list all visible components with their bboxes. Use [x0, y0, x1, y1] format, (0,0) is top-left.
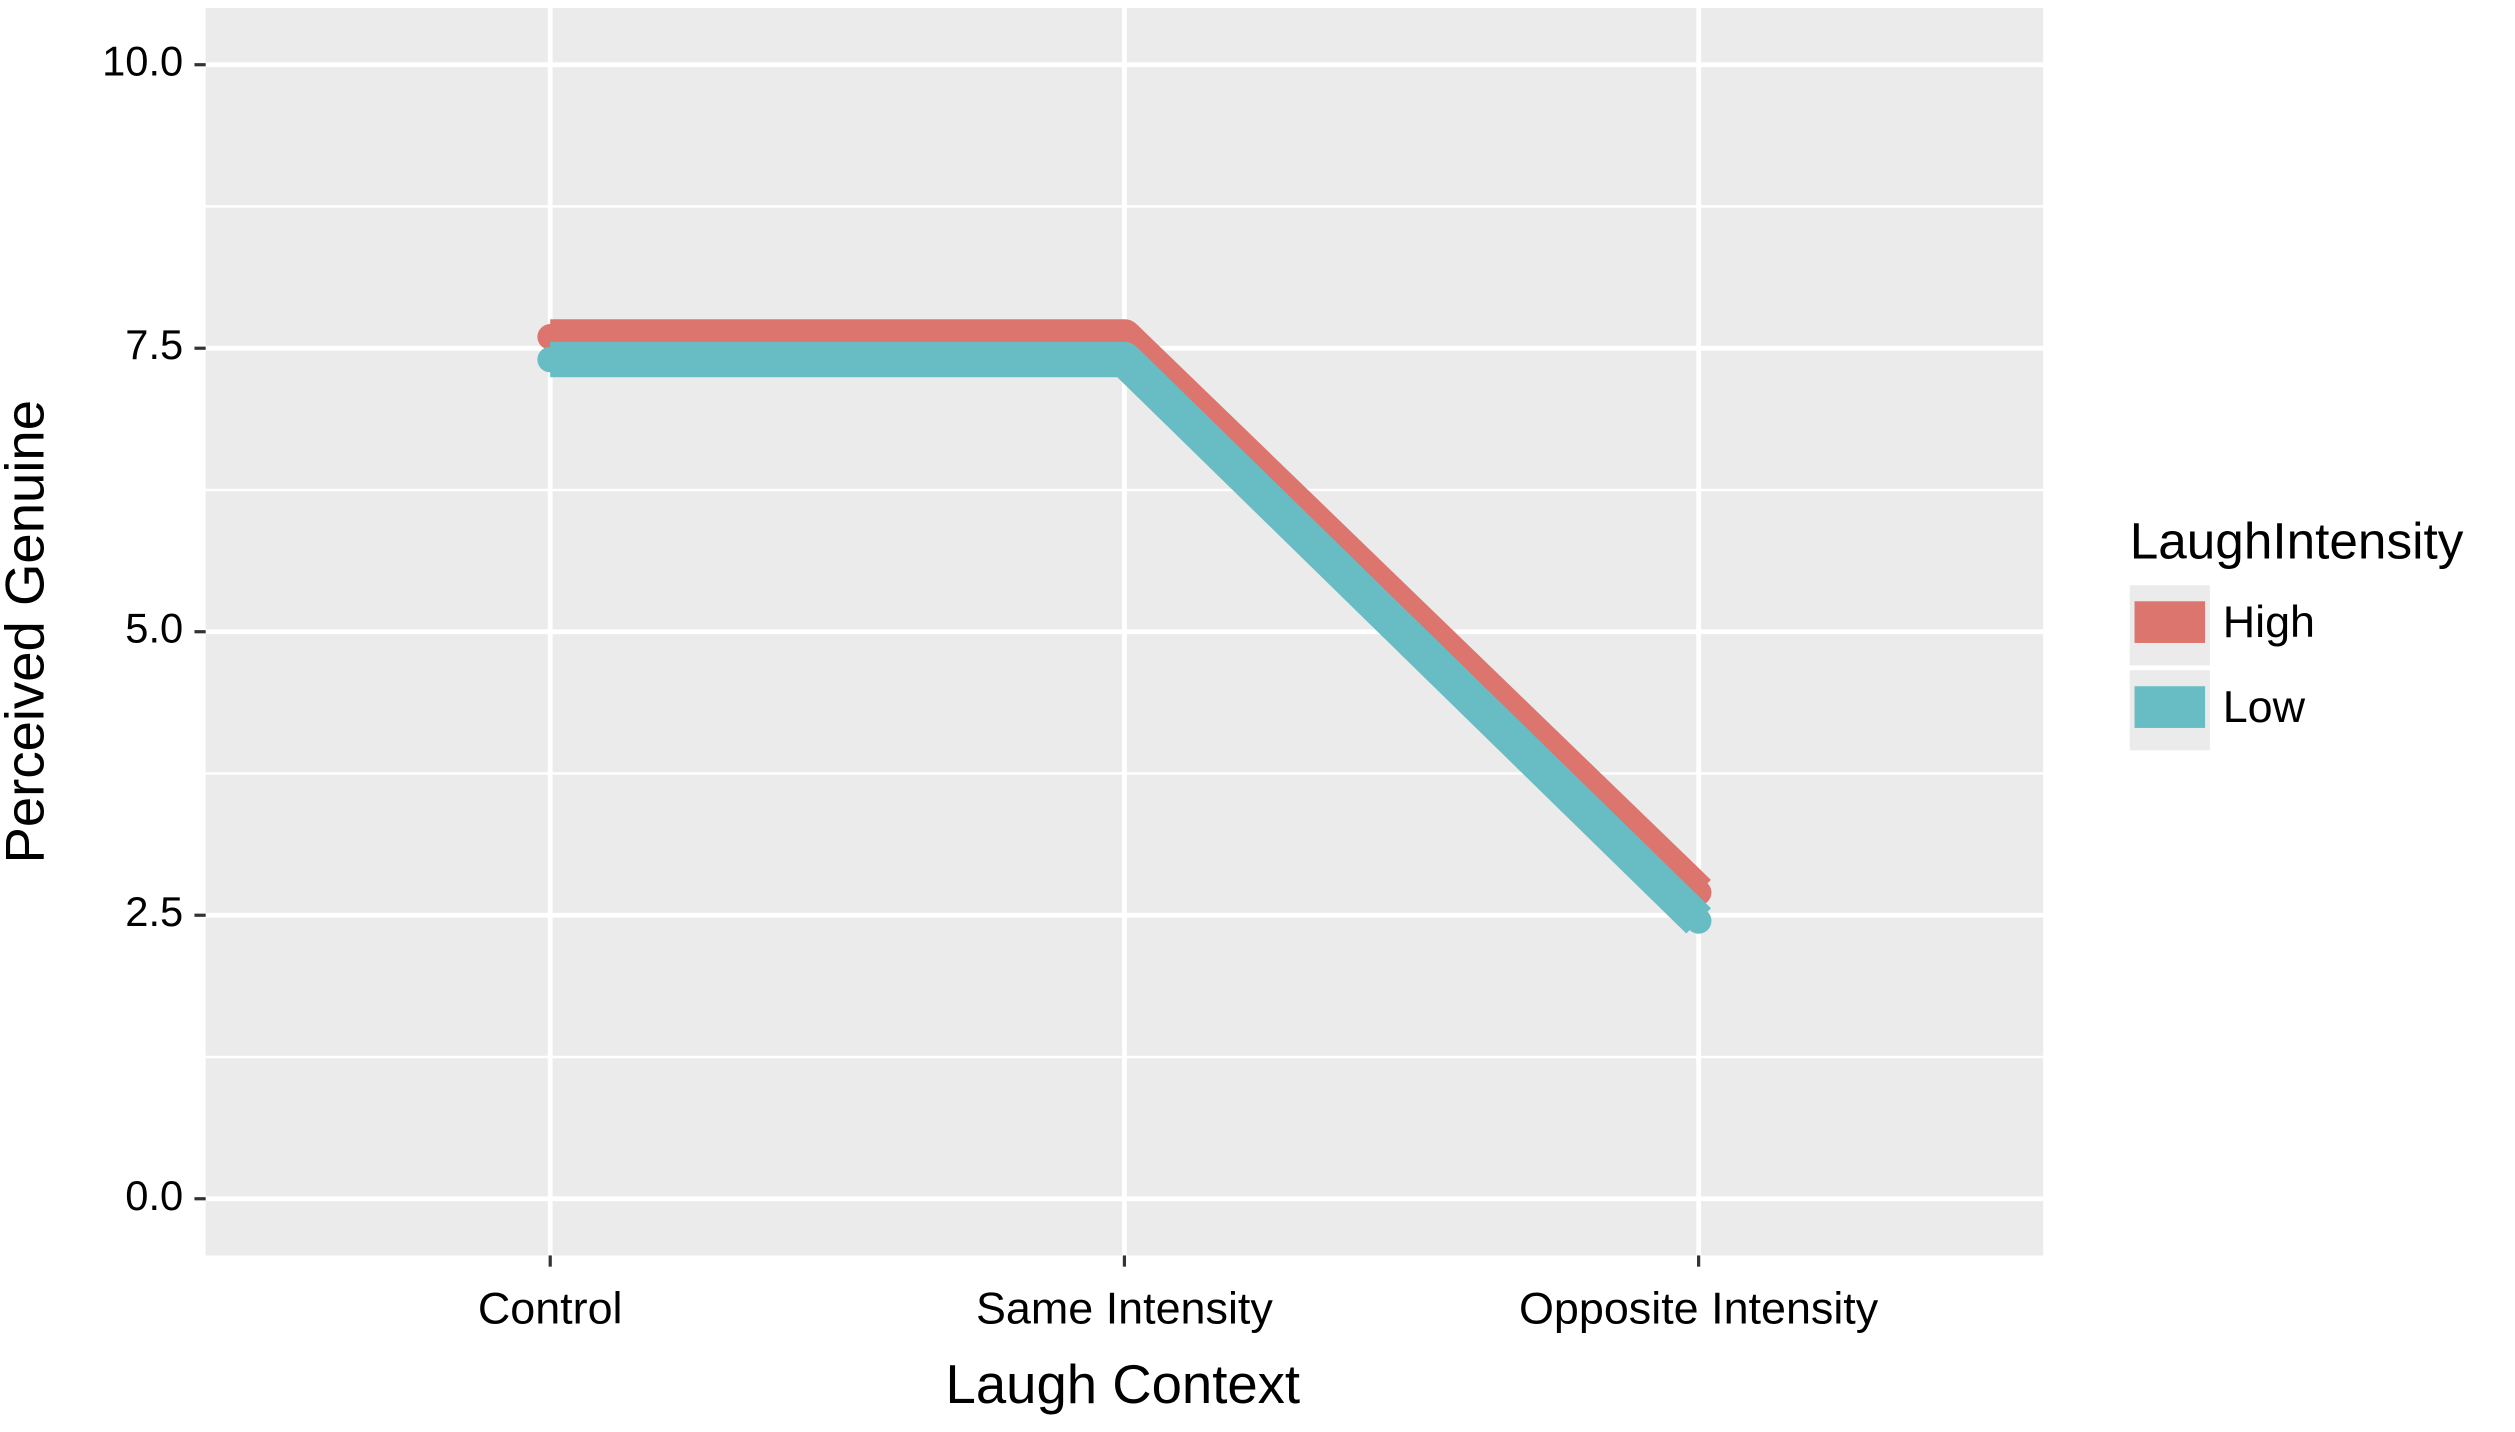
legend-title: LaughIntensity	[2130, 513, 2464, 570]
x-axis-title: Laugh Context	[946, 1354, 1301, 1415]
point	[1111, 346, 1138, 373]
x-tick-label: Opposite Intensity	[1519, 1282, 1879, 1333]
legend-swatch	[2134, 686, 2206, 728]
point	[537, 346, 564, 373]
legend-label: Low	[2223, 681, 2306, 732]
y-tick-label: 10.0	[102, 38, 183, 85]
legend-label: High	[2223, 596, 2315, 647]
y-tick-label: 2.5	[125, 888, 183, 935]
y-tick-label: 7.5	[125, 321, 183, 368]
y-tick-label: 5.0	[125, 605, 183, 652]
y-axis-title: Perceived Genuine	[0, 400, 56, 864]
y-tick-label: 0.0	[125, 1172, 183, 1219]
x-tick-label: Same Intensity	[976, 1282, 1273, 1333]
legend-swatch	[2134, 601, 2206, 643]
x-tick-label: Control	[478, 1282, 623, 1333]
point	[1685, 908, 1712, 934]
